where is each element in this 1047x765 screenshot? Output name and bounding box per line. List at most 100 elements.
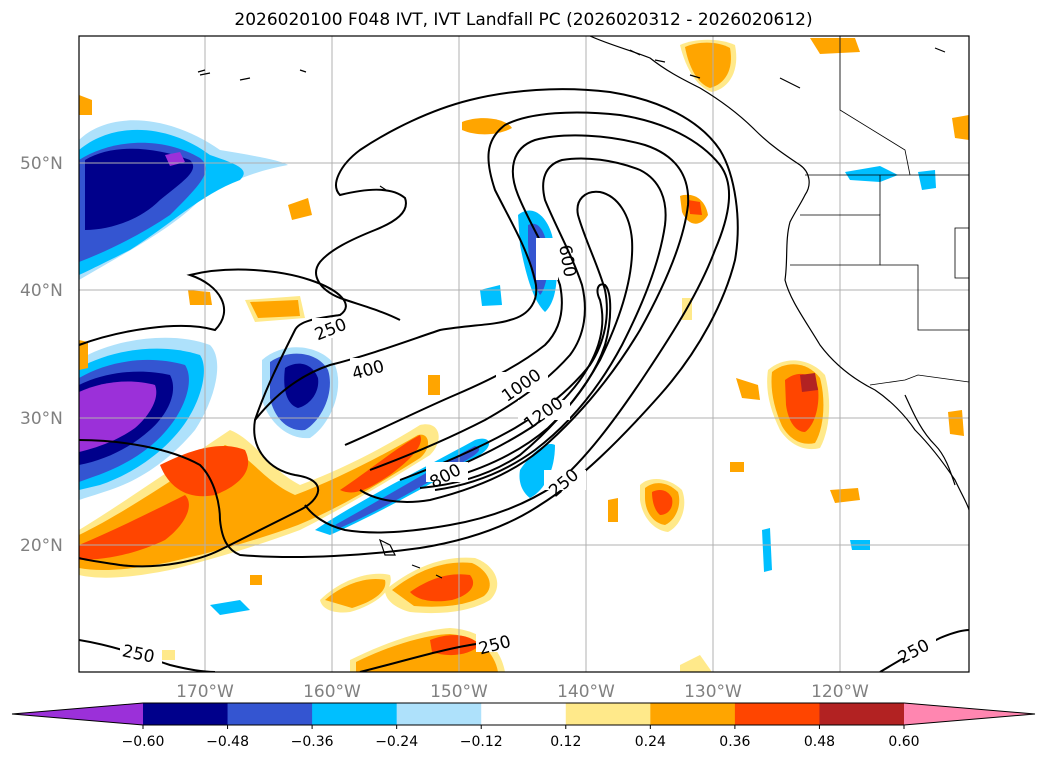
fill-small-orange-7 (79, 340, 88, 370)
lat-label-40n: 40°N (20, 281, 63, 301)
colorbar-tick-label: 0.60 (888, 734, 919, 750)
longitude-labels: 170°W 160°W 150°W 140°W 130°W 120°W (176, 682, 869, 702)
colorbar-segment (565, 703, 651, 725)
fill-nw-dark-blue (85, 148, 194, 230)
fill-small-orange-5 (188, 290, 212, 305)
fill-e-dark-red (800, 373, 818, 392)
fill-w-purple (79, 381, 157, 452)
fill-small-orange-8 (428, 375, 440, 395)
fill-small-orange-14 (730, 462, 744, 472)
fill-small-orange-12 (948, 410, 964, 436)
fill-coast-blue (845, 166, 898, 182)
colorbar-extend-low (12, 703, 143, 725)
lon-label-130w: 130°W (684, 682, 742, 702)
colorbar-segments (11, 702, 1036, 726)
contour-1200 (429, 283, 612, 479)
colorbar-tick-label: 0.12 (550, 734, 581, 750)
contour-label-bg (544, 470, 586, 490)
lat-label-30n: 30°N (20, 409, 63, 429)
fill-small-orange-10 (830, 488, 860, 503)
coastline-baja (904, 394, 956, 486)
fill-se-blue (519, 444, 555, 498)
colorbar-ticks: −0.60 −0.48 −0.36 −0.24 −0.12 0.12 0.24 0.36 0.4… (122, 725, 920, 750)
contour-label-bg (536, 238, 558, 280)
coastlines (197, 36, 969, 579)
fill-small-yellow-17 (160, 650, 175, 660)
colorbar-tick-label: 0.48 (804, 734, 835, 750)
border-idaho-nevada (879, 175, 969, 331)
contour-label-bg (120, 644, 162, 664)
colorbar-segment (819, 703, 905, 725)
colorbar-segment (481, 703, 567, 725)
contour-label-bg (350, 358, 392, 378)
fill-sw-red (79, 495, 189, 560)
fill-small-orange-9 (736, 378, 760, 400)
coastline-hawaii (378, 538, 443, 579)
political-borders (790, 36, 969, 386)
contour-label-bg (312, 318, 354, 338)
colorbar-segment (312, 703, 398, 725)
lon-label-140w: 140°W (557, 682, 615, 702)
fill-small-orange-11 (952, 115, 969, 140)
fill-bottom-yellow-2 (680, 655, 712, 672)
contour-250-main (79, 88, 739, 559)
lon-label-120w: 120°W (811, 682, 869, 702)
lon-label-150w: 150°W (430, 682, 488, 702)
coastline-islands (629, 47, 946, 89)
colorbar-tick-label: 0.24 (635, 734, 666, 750)
fill-small-orange-4 (288, 198, 312, 220)
latitude-labels: 50°N 40°N 30°N 20°N (20, 154, 63, 556)
contour-250-west (79, 268, 347, 568)
positive-anomaly-fills (79, 38, 969, 672)
colorbar-segment (650, 703, 736, 725)
fill-center-dark-blue (284, 363, 319, 408)
lon-label-170w: 170°W (176, 682, 234, 702)
colorbar-tick-label: −0.60 (122, 734, 165, 750)
lat-label-20n: 20°N (20, 536, 63, 556)
colorbar-extend-high (904, 703, 1035, 725)
border-canada-internal (839, 36, 911, 176)
fill-small-blue (762, 528, 772, 572)
contour-600 (344, 134, 690, 503)
fill-small-red-3 (688, 200, 702, 215)
contour-250-southeast (879, 629, 969, 672)
map-background (79, 36, 969, 672)
fill-band-red (340, 435, 421, 493)
contour-label-bg (894, 638, 936, 658)
coastline-aleutians (197, 69, 387, 191)
fill-small-blue-3 (210, 600, 250, 615)
colorbar-tick-label: −0.36 (291, 734, 334, 750)
contour-label-bg (496, 372, 548, 392)
contour-label-bg (476, 632, 518, 652)
lon-label-160w: 160°W (303, 682, 361, 702)
contour-label-bg (426, 462, 468, 482)
colorbar-segment (143, 703, 229, 725)
colorbar-tick-label: −0.48 (206, 734, 249, 750)
map-title: 2026020100 F048 IVT, IVT Landfall PC (20… (234, 10, 813, 30)
map-frame (78, 35, 970, 673)
fill-n-orange-2 (810, 38, 860, 54)
colorbar-segment (734, 703, 820, 725)
fill-s-red-2 (410, 574, 474, 602)
border-oregon-washington (790, 214, 881, 266)
lat-label-50n: 50°N (20, 154, 63, 174)
contour-label-bg (518, 400, 570, 420)
border-wyoming (954, 227, 969, 279)
colorbar-tick-label: −0.12 (460, 734, 503, 750)
fill-se-red (652, 490, 673, 515)
fill-small-orange-16 (250, 575, 262, 585)
colorbar-segment (396, 703, 482, 725)
negative-anomaly-fills (79, 120, 936, 615)
fill-small-orange-13 (608, 498, 618, 522)
border-us-mexico (869, 374, 969, 386)
contour-250-south (79, 639, 216, 672)
coastline-north-america (589, 36, 969, 511)
fill-s-orange (325, 578, 386, 608)
contour-400 (254, 111, 731, 534)
fill-small-orange-1 (250, 300, 300, 318)
colorbar-segment (227, 703, 313, 725)
colorbar-tick-label: 0.36 (719, 734, 750, 750)
fill-small-orange-6 (79, 95, 92, 115)
colorbar: −0.60 −0.48 −0.36 −0.24 −0.12 0.12 0.24 0.36 0.4… (11, 702, 1036, 750)
